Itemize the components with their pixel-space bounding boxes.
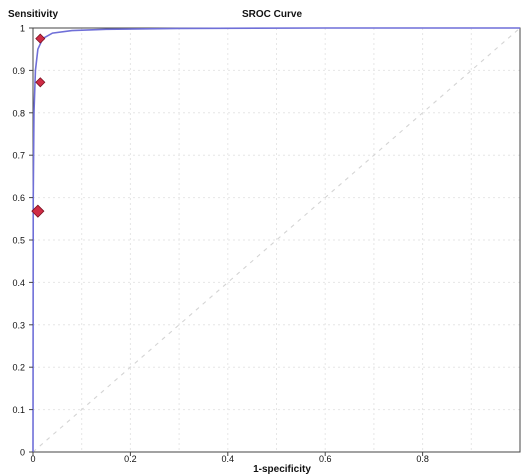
x-axis-label: 1-specificity xyxy=(253,464,311,475)
y-tick-label: 0.4 xyxy=(12,278,25,288)
x-tick-label: 0 xyxy=(30,454,35,464)
y-tick-label: 0.8 xyxy=(12,108,25,118)
chart-title: SROC Curve xyxy=(242,9,302,20)
study-points xyxy=(31,33,46,218)
y-axis-ticks: 0 0.1 0.2 0.3 0.4 0.5 0.6 0.7 0.8 0.9 1 xyxy=(12,24,33,458)
x-tick-label: 0.6 xyxy=(319,454,332,464)
x-tick-label: 0.4 xyxy=(222,454,235,464)
y-tick-label: 0.9 xyxy=(12,66,25,76)
study-point-diamond xyxy=(35,33,46,44)
y-tick-label: 0.5 xyxy=(12,236,25,246)
y-tick-label: 0.6 xyxy=(12,193,25,203)
sroc-curve-line xyxy=(32,27,520,453)
grid-lines xyxy=(33,28,520,452)
y-tick-label: 0.7 xyxy=(12,151,25,161)
x-tick-label: 0.2 xyxy=(124,454,137,464)
study-point-diamond xyxy=(31,204,45,218)
x-axis-ticks: 0 0.2 0.4 0.6 0.8 xyxy=(30,452,429,464)
x-tick-label: 0.8 xyxy=(416,454,429,464)
y-tick-label: 0.1 xyxy=(12,405,25,415)
y-tick-label: 1 xyxy=(20,24,25,34)
y-axis-label: Sensitivity xyxy=(8,9,58,20)
y-tick-label: 0.2 xyxy=(12,363,25,373)
y-tick-label: 0 xyxy=(20,448,25,458)
study-point-diamond xyxy=(35,77,46,88)
y-tick-label: 0.3 xyxy=(12,320,25,330)
